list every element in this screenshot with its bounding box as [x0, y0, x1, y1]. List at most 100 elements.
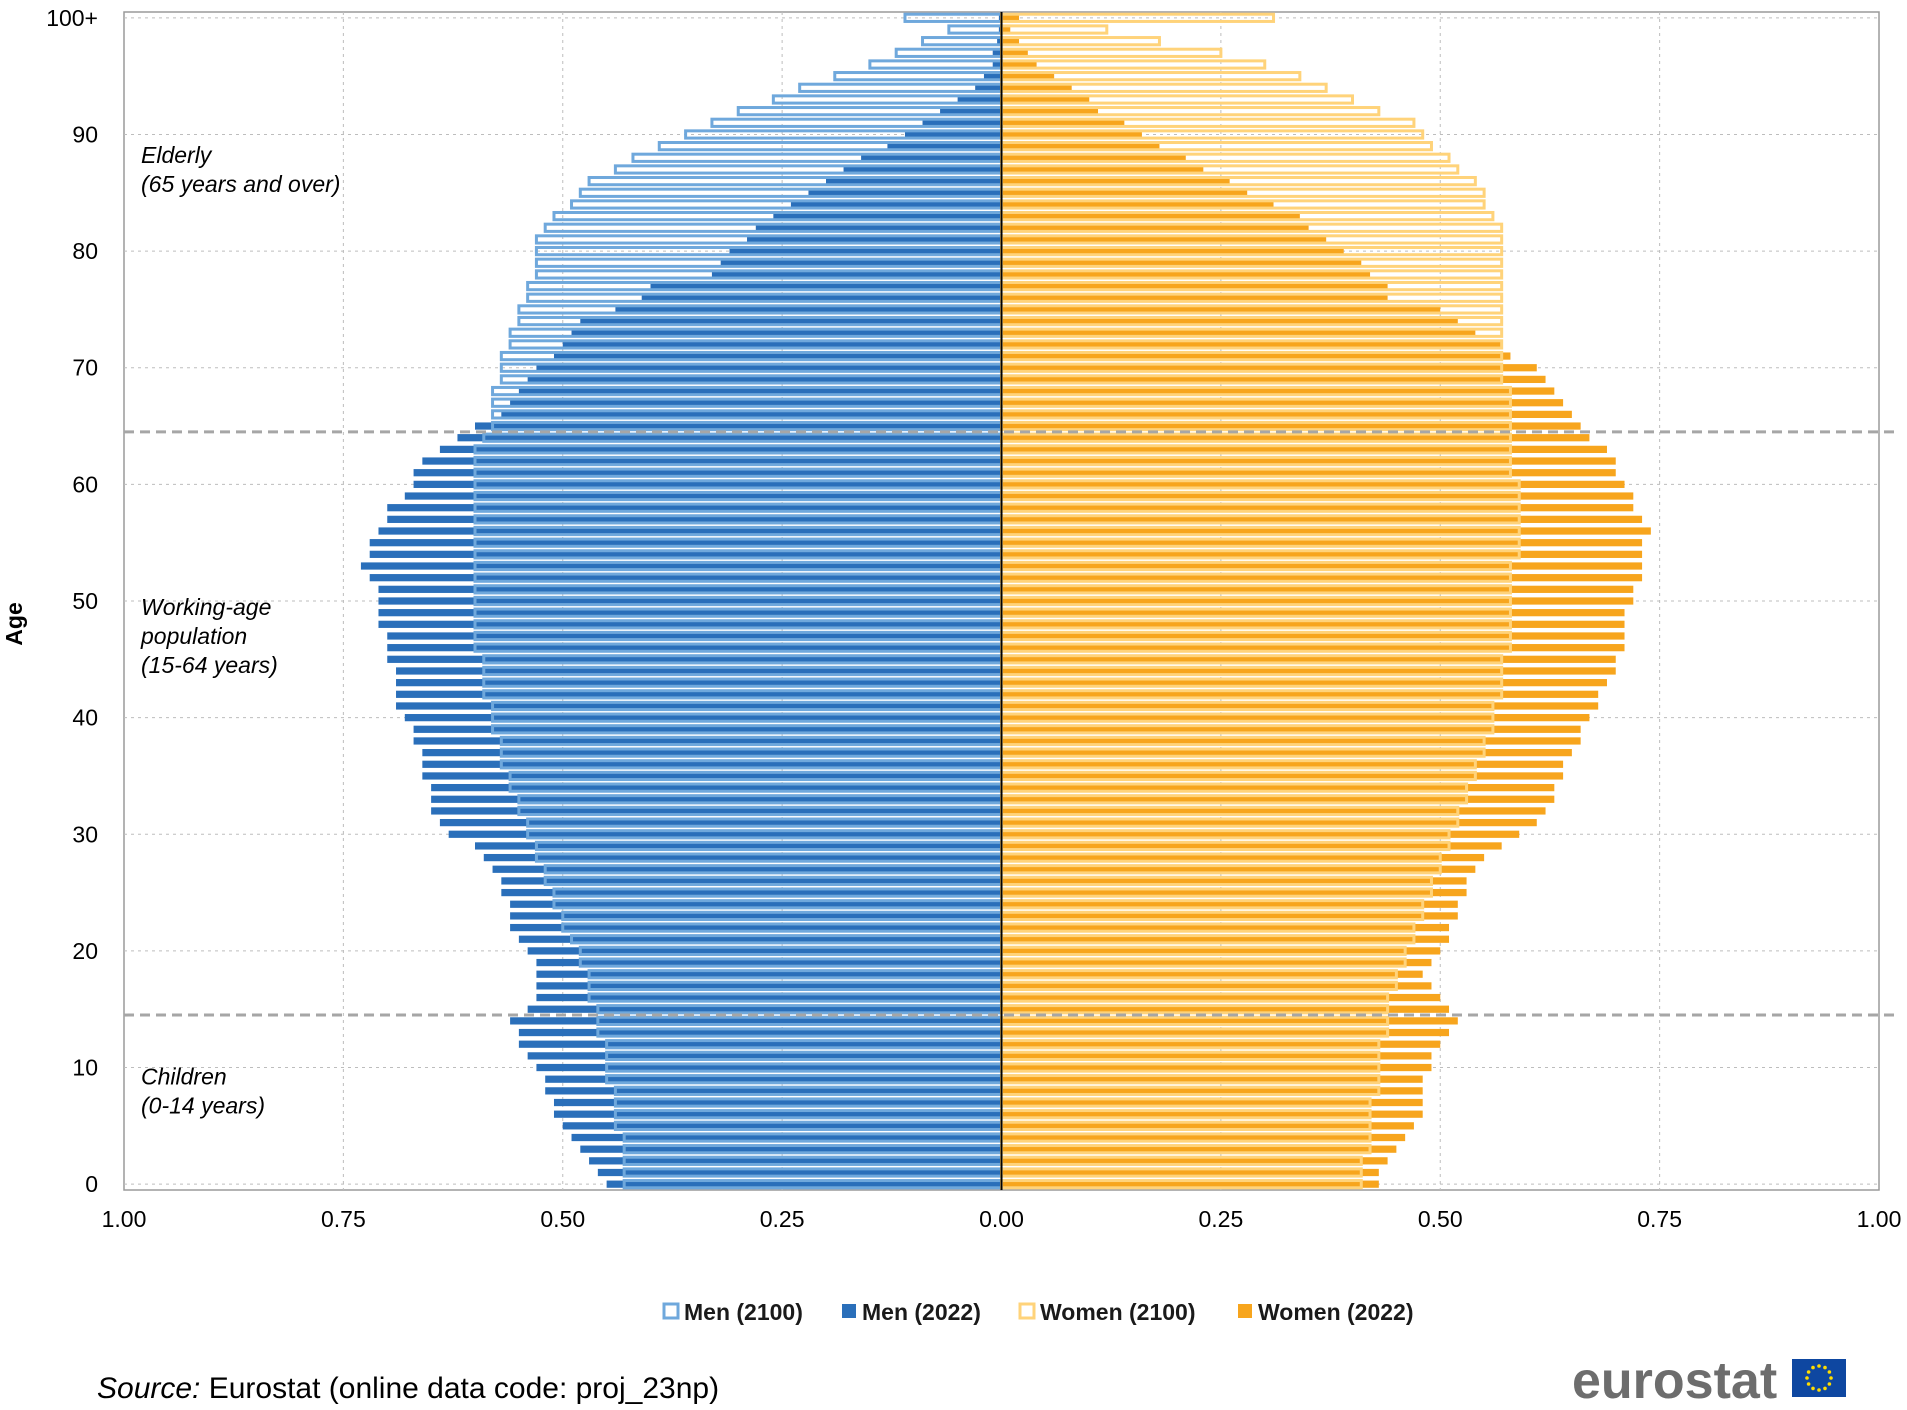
- bar-women-2022: [1001, 445, 1607, 453]
- bar-women-2022: [1001, 1145, 1397, 1153]
- bar-women-2022: [1001, 702, 1599, 710]
- bar-men-2022: [940, 107, 1002, 115]
- y-tick-label: 10: [72, 1055, 98, 1081]
- bar-women-2022: [1001, 119, 1125, 127]
- bar-women-2022: [1001, 795, 1555, 803]
- bar-men-2022: [457, 434, 1002, 442]
- legend: Men (2100) Men (2022) Women (2100) Women (2…: [662, 1299, 1414, 1325]
- bar-men-2022: [720, 259, 1002, 267]
- bar-women-2022: [1001, 1110, 1423, 1118]
- annotation-line: (65 years and over): [141, 171, 340, 197]
- bar-women-2022: [1001, 1017, 1458, 1025]
- bar-men-2022: [861, 154, 1002, 162]
- bar-women-2022: [1001, 410, 1572, 419]
- bar-men-2022: [439, 818, 1002, 827]
- bar-women-2022: [1001, 562, 1643, 570]
- legend-item: Men (2100): [662, 1299, 803, 1325]
- y-tick-label: 30: [72, 821, 98, 847]
- bar-women-2022: [1001, 1168, 1379, 1177]
- bar-women-2022: [1001, 329, 1476, 337]
- bar-women-2022: [1001, 935, 1450, 943]
- bar-men-2022: [492, 865, 1002, 873]
- bar-men-2022: [431, 795, 1002, 803]
- bar-men-2022: [562, 340, 1002, 349]
- bar-men-2022: [475, 842, 1002, 850]
- bar-women-2022: [1001, 1040, 1441, 1048]
- source-note: Source: Eurostat (online data code: proj…: [97, 1372, 719, 1405]
- bar-women-2022: [1001, 749, 1572, 757]
- age-group-annotation: Working-age population (15-64 years): [140, 594, 278, 678]
- bar-women-2022: [1001, 95, 1090, 104]
- bar-women-2022: [1001, 620, 1625, 628]
- bar-men-2022: [747, 235, 1002, 244]
- bar-men-2022: [597, 1168, 1002, 1177]
- x-tick-label: 0.25: [1198, 1206, 1243, 1232]
- bar-women-2022: [1001, 655, 1616, 663]
- bar-women-2022: [1001, 539, 1643, 547]
- bar-women-2022: [1001, 294, 1388, 302]
- bar-men-2022: [360, 562, 1002, 570]
- bar-men-2022: [553, 352, 1002, 360]
- bar-men-2022: [957, 95, 1002, 104]
- y-tick-label: 90: [72, 121, 98, 147]
- bar-men-2022: [729, 247, 1002, 255]
- bar-men-2022: [439, 445, 1002, 453]
- bar-men-2022: [536, 1063, 1002, 1072]
- bar-women-2022: [1001, 492, 1634, 500]
- bar-women-2022: [1001, 574, 1643, 582]
- y-tick-label: 40: [72, 705, 98, 731]
- bar-men-2022: [413, 469, 1002, 477]
- bar-women-2022: [1001, 1133, 1406, 1142]
- bar-men-2022: [404, 714, 1002, 722]
- bar-women-2022: [1001, 667, 1616, 675]
- bar-men-2022: [501, 410, 1002, 419]
- bar-women-2022: [1001, 1087, 1423, 1095]
- bar-men-2022: [518, 1040, 1002, 1048]
- bar-men-2022: [553, 1098, 1002, 1107]
- bar-men-2022: [396, 679, 1002, 687]
- annotation-line: (0-14 years): [141, 1092, 265, 1118]
- bar-men-2022: [510, 399, 1002, 407]
- bar-men-2022: [369, 539, 1002, 547]
- bar-men-2022: [396, 690, 1002, 698]
- legend-item: Women (2100): [1018, 1299, 1196, 1325]
- bar-men-2022: [387, 655, 1002, 663]
- bar-women-2022: [1001, 235, 1327, 244]
- annotation-line: (15-64 years): [141, 652, 278, 678]
- bar-men-2022: [448, 830, 1002, 838]
- y-tick-label: 100+: [46, 5, 98, 31]
- bar-men-2022: [413, 480, 1002, 488]
- bar-men-2022: [615, 305, 1002, 314]
- x-tick-label: 0.50: [540, 1206, 585, 1232]
- legend-label: Men (2022): [862, 1299, 981, 1325]
- bar-men-2022: [536, 970, 1002, 978]
- bar-women-2022: [1001, 1180, 1379, 1188]
- bar-men-2022: [518, 387, 1002, 395]
- eu-star: [1823, 1386, 1827, 1391]
- source-prefix: Source:: [97, 1372, 200, 1405]
- bar-women-2022: [1001, 72, 1055, 80]
- bar-men-2022: [527, 375, 1002, 384]
- annotation-line: Elderly: [141, 142, 213, 168]
- y-axis-title: Age: [1, 602, 27, 645]
- bar-women-2022: [1001, 527, 1651, 535]
- bar-women-2022: [1001, 259, 1362, 267]
- bar-men-2022: [992, 60, 1002, 69]
- bar-men-2022: [413, 737, 1002, 745]
- bar-women-2022: [1001, 399, 1564, 407]
- bar-women-2022: [1001, 130, 1142, 139]
- bar-women-2022: [1001, 504, 1634, 512]
- bar-men-2022: [396, 702, 1002, 710]
- bar-women-2022: [1001, 923, 1450, 932]
- eu-star: [1805, 1376, 1809, 1380]
- legend-item: Women (2022): [1238, 1299, 1414, 1325]
- bar-women-2022: [1001, 189, 1248, 197]
- bar-women-2022: [1001, 200, 1274, 209]
- bar-men-2022: [843, 165, 1002, 174]
- bar-men-2022: [510, 923, 1002, 932]
- bar-men-2022: [387, 504, 1002, 512]
- bar-women-2022: [1001, 842, 1502, 850]
- bar-men-2022: [378, 585, 1002, 593]
- bar-women-2022: [1001, 644, 1625, 652]
